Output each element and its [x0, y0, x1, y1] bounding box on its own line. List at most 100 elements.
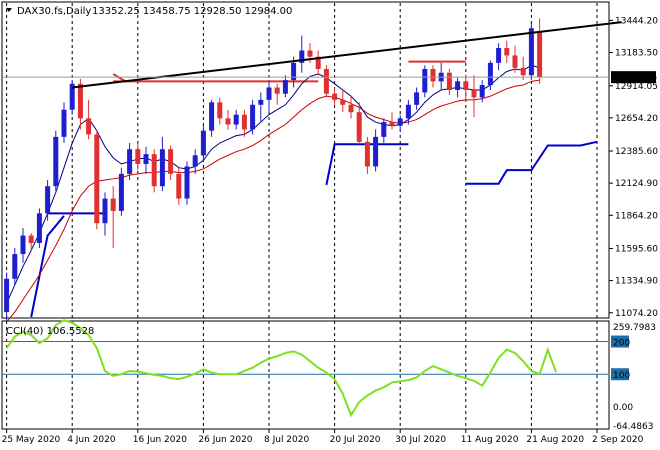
support-segment [325, 143, 409, 186]
bull-candle [4, 272, 10, 321]
bull-candle [118, 167, 124, 216]
candle-body [348, 104, 354, 113]
bull-candle [20, 228, 26, 263]
candle-body [389, 122, 395, 126]
candle-body [520, 67, 526, 76]
candle-body [274, 87, 280, 94]
bear-candle [389, 112, 395, 130]
candle-body [143, 154, 149, 165]
candle-body [77, 83, 83, 119]
candle-body [135, 149, 141, 165]
cci-tick-label: 100 [613, 371, 630, 381]
cci-tick-label: -64.4863 [613, 422, 653, 432]
bear-candle [110, 186, 116, 248]
candle-body [200, 130, 206, 156]
date-tick-label: 11 Aug 2020 [461, 435, 519, 445]
bull-candle [192, 149, 198, 174]
candle-body [102, 198, 108, 224]
candle-body [184, 166, 190, 199]
candle-body [12, 254, 18, 279]
date-tick-label: 8 Jul 2020 [264, 435, 309, 445]
price-tick-label: 12654.20 [615, 114, 658, 124]
vertical-gridlines [6, 3, 598, 428]
bear-candle [28, 233, 34, 251]
candle-body [405, 104, 411, 119]
candle-body [422, 69, 428, 93]
bear-candle [168, 145, 174, 181]
cci-axis-ticks: 259.7983 200 100 0.00 -64.4863 [611, 323, 656, 432]
candle-body [28, 235, 34, 243]
candle-body [323, 69, 329, 94]
price-tick-label: 12914.05 [615, 82, 658, 92]
bull-candle [61, 102, 67, 144]
candle-body [151, 154, 157, 187]
price-tick-label: 11334.90 [615, 277, 658, 287]
bull-candle [479, 80, 485, 103]
candle-body [291, 62, 297, 81]
candle-body [118, 173, 124, 211]
bull-candle [266, 80, 272, 113]
candle-body [315, 56, 321, 70]
bear-candle [356, 102, 362, 145]
bull-candle [209, 99, 215, 137]
date-tick-label: 2 Sep 2020 [592, 435, 644, 445]
cci-tick-label: 259.7983 [613, 323, 656, 333]
candle-body [69, 83, 75, 110]
bear-candle [446, 69, 452, 95]
candle-body [258, 99, 264, 105]
candle-body [233, 114, 239, 125]
bull-candle [414, 87, 420, 110]
candle-body [225, 118, 231, 125]
candle-body [299, 50, 305, 63]
cci-tick-label: 200 [613, 339, 630, 349]
candle-body [86, 118, 92, 135]
date-tick-label: 4 Jun 2020 [67, 435, 116, 445]
bear-candle [471, 75, 477, 118]
cci-panel-frame [1, 320, 610, 430]
candle-body [528, 28, 534, 76]
ma-slow-line [6, 79, 540, 323]
bull-candle [36, 208, 42, 248]
bear-candle [537, 18, 543, 84]
date-tick-label: 26 Jun 2020 [198, 435, 252, 445]
dropdown-triangle-icon[interactable] [6, 8, 12, 12]
date-tick-label: 30 Jul 2020 [395, 435, 446, 445]
support-lines [30, 140, 598, 318]
bull-candle [184, 161, 190, 205]
bull-candle [143, 146, 149, 174]
candle-body [159, 149, 165, 187]
candle-body [496, 48, 502, 63]
bull-candle [496, 43, 502, 71]
cci-level-box [611, 335, 629, 348]
support-segment [30, 215, 65, 318]
bear-candle [364, 136, 370, 174]
bull-candle [397, 114, 403, 131]
bull-candle [45, 180, 51, 221]
resistance-lines [112, 60, 466, 83]
candle-body [487, 62, 493, 86]
bull-candle [69, 80, 75, 115]
candle-body [266, 87, 272, 100]
bear-candle [315, 50, 321, 76]
candle-body [397, 118, 403, 126]
bear-candle [225, 109, 231, 130]
date-tick-label: 25 May 2020 [2, 435, 61, 445]
date-axis-ticks: 25 May 2020 4 Jun 2020 16 Jun 2020 26 Jun 2… [2, 429, 644, 445]
bear-candle [274, 83, 280, 105]
candle-body [110, 198, 116, 211]
price-axis-ticks: 13444.20 13183.50 12914.05 12654.20 12385.60… [609, 16, 658, 319]
bear-candle [332, 87, 338, 105]
cci-line [5, 319, 557, 418]
bull-candle [200, 124, 206, 162]
candles [4, 18, 543, 321]
bull-candle [299, 35, 305, 73]
candle-body [192, 155, 198, 167]
candle-body [209, 102, 215, 131]
candle-body [414, 92, 420, 105]
bear-candle [504, 40, 510, 63]
price-tick-label: 13444.20 [615, 16, 658, 26]
price-tick-label: 12385.60 [615, 147, 658, 157]
candle-body [20, 235, 26, 255]
bear-candle [430, 65, 436, 88]
